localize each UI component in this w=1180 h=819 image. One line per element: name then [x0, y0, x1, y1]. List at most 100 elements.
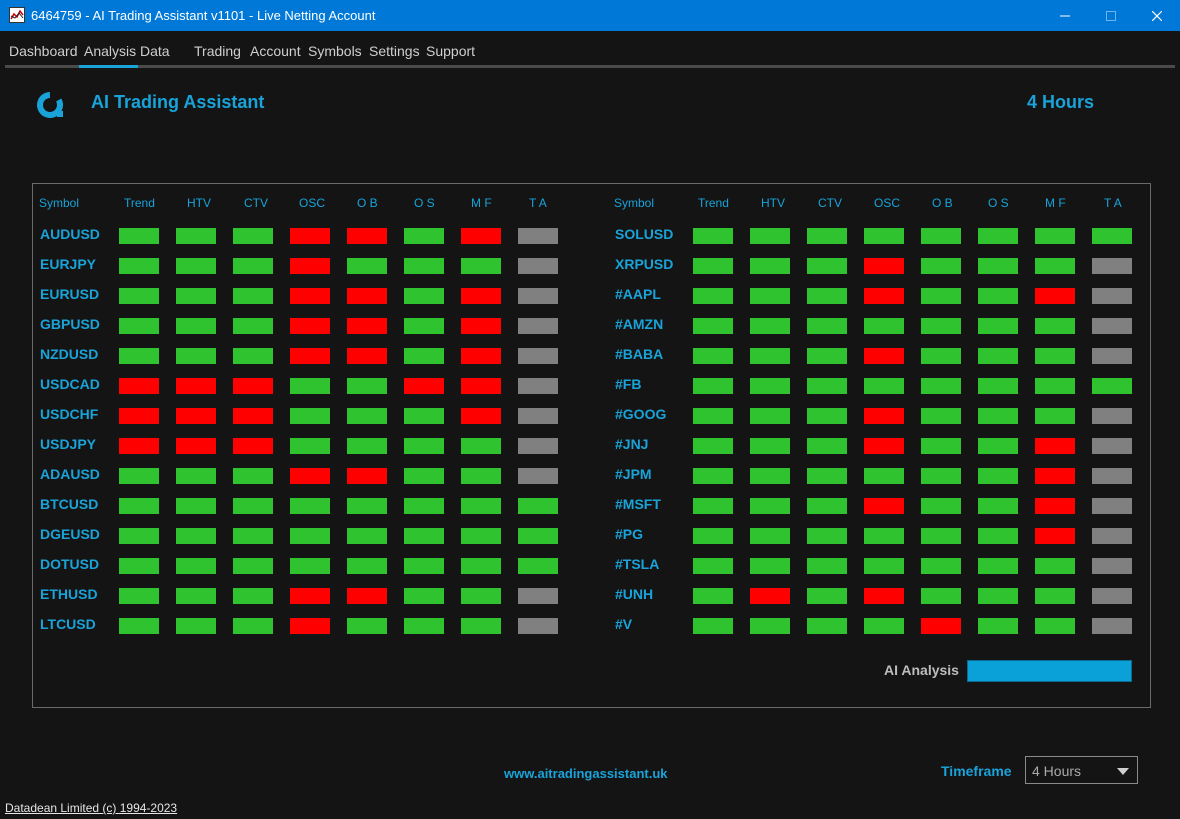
indicator-cell-ctv [233, 258, 273, 274]
symbol-label: EURUSD [40, 286, 100, 302]
indicator-cell-ta [518, 588, 558, 604]
indicator-cell-osc [864, 588, 904, 604]
column-header-right-ob: O B [932, 196, 953, 210]
indicator-cell-ob [921, 288, 961, 304]
symbol-label: GBPUSD [40, 316, 100, 332]
indicator-cell-osc [864, 348, 904, 364]
menu-data[interactable]: Data [140, 43, 170, 59]
symbol-label: USDJPY [40, 436, 97, 452]
indicator-cell-mf [1035, 288, 1075, 304]
indicator-cell-mf [1035, 258, 1075, 274]
app-name: AI Trading Assistant [91, 92, 265, 112]
close-icon [1152, 10, 1162, 21]
indicator-cell-ctv [807, 528, 847, 544]
maximize-icon [1106, 10, 1116, 21]
indicator-cell-mf [461, 378, 501, 394]
menu-dashboard[interactable]: Dashboard [9, 43, 78, 59]
indicator-cell-mf [1035, 558, 1075, 574]
menu-trading[interactable]: Trading [194, 43, 241, 59]
indicator-cell-htv [750, 528, 790, 544]
indicator-cell-os [404, 588, 444, 604]
indicator-cell-ta [1092, 528, 1132, 544]
symbol-label: #UNH [615, 586, 654, 602]
indicator-cell-mf [461, 558, 501, 574]
active-tab-indicator [79, 65, 138, 68]
menu-account[interactable]: Account [250, 43, 301, 59]
indicator-cell-ctv [807, 348, 847, 364]
indicator-cell-ctv [807, 498, 847, 514]
indicator-cell-os [404, 528, 444, 544]
indicator-cell-os [978, 468, 1018, 484]
indicator-cell-ta [1092, 288, 1132, 304]
indicator-cell-ctv [233, 528, 273, 544]
indicator-cell-osc [864, 408, 904, 424]
symbol-label: #JPM [615, 466, 652, 482]
menu-analysis[interactable]: Analysis [84, 43, 137, 59]
indicator-cell-os [978, 288, 1018, 304]
indicator-cell-ta [518, 348, 558, 364]
indicator-cell-ctv [807, 318, 847, 334]
indicator-cell-mf [461, 258, 501, 274]
indicator-cell-ctv [807, 288, 847, 304]
website-link[interactable]: www.aitradingassistant.uk [504, 766, 668, 781]
indicator-cell-ctv [807, 228, 847, 244]
indicator-cell-ta [1092, 498, 1132, 514]
window-title: 6464759 - AI Trading Assistant v1101 - L… [31, 8, 376, 23]
indicator-cell-ctv [233, 588, 273, 604]
indicator-cell-htv [750, 318, 790, 334]
indicator-cell-ta [1092, 318, 1132, 334]
symbol-label: BTCUSD [40, 496, 99, 512]
indicator-cell-htv [750, 588, 790, 604]
close-button[interactable] [1134, 0, 1180, 31]
menu-settings[interactable]: Settings [369, 43, 420, 59]
indicator-cell-ob [921, 378, 961, 394]
minimize-button[interactable] [1042, 0, 1088, 31]
indicator-cell-trend [119, 228, 159, 244]
indicator-cell-osc [864, 288, 904, 304]
indicator-cell-mf [1035, 378, 1075, 394]
indicator-cell-ctv [233, 288, 273, 304]
symbol-label: EURJPY [40, 256, 97, 272]
indicator-cell-trend [119, 588, 159, 604]
indicator-cell-trend [119, 498, 159, 514]
indicator-cell-mf [1035, 588, 1075, 604]
column-header-left-mf: M F [471, 196, 492, 210]
indicator-cell-mf [1035, 348, 1075, 364]
menu-symbols[interactable]: Symbols [308, 43, 362, 59]
minimize-icon [1060, 15, 1070, 16]
indicator-cell-ta [518, 618, 558, 634]
column-header-left-htv: HTV [187, 196, 211, 210]
indicator-cell-mf [461, 588, 501, 604]
indicator-cell-trend [693, 258, 733, 274]
menu-support[interactable]: Support [426, 43, 476, 59]
indicator-cell-ob [347, 258, 387, 274]
indicator-cell-mf [461, 408, 501, 424]
symbol-label: #PG [615, 526, 644, 542]
indicator-cell-htv [750, 228, 790, 244]
indicator-cell-mf [461, 348, 501, 364]
indicator-cell-htv [176, 468, 216, 484]
indicator-cell-ta [1092, 618, 1132, 634]
indicator-cell-ta [1092, 378, 1132, 394]
indicator-cell-ob [921, 528, 961, 544]
indicator-cell-osc [864, 498, 904, 514]
indicator-cell-trend [119, 258, 159, 274]
indicator-cell-mf [461, 618, 501, 634]
symbol-label: ADAUSD [40, 466, 100, 482]
timeframe-select[interactable]: 4 Hours [1025, 756, 1138, 784]
indicator-cell-htv [750, 408, 790, 424]
indicator-cell-htv [176, 528, 216, 544]
indicator-cell-ob [347, 438, 387, 454]
maximize-button[interactable] [1088, 0, 1134, 31]
indicator-cell-ob [921, 228, 961, 244]
column-header-left-ob: O B [357, 196, 378, 210]
symbol-label: USDCAD [40, 376, 100, 392]
indicator-cell-os [404, 378, 444, 394]
symbol-label: #MSFT [615, 496, 661, 512]
indicator-cell-ctv [233, 408, 273, 424]
indicator-cell-ob [347, 588, 387, 604]
ai-analysis-progress-bar [967, 660, 1132, 682]
copyright-link[interactable]: Datadean Limited (c) 1994-2023 [5, 801, 178, 815]
column-header-right-trend: Trend [698, 196, 729, 210]
column-header-right-ctv: CTV [818, 196, 842, 210]
